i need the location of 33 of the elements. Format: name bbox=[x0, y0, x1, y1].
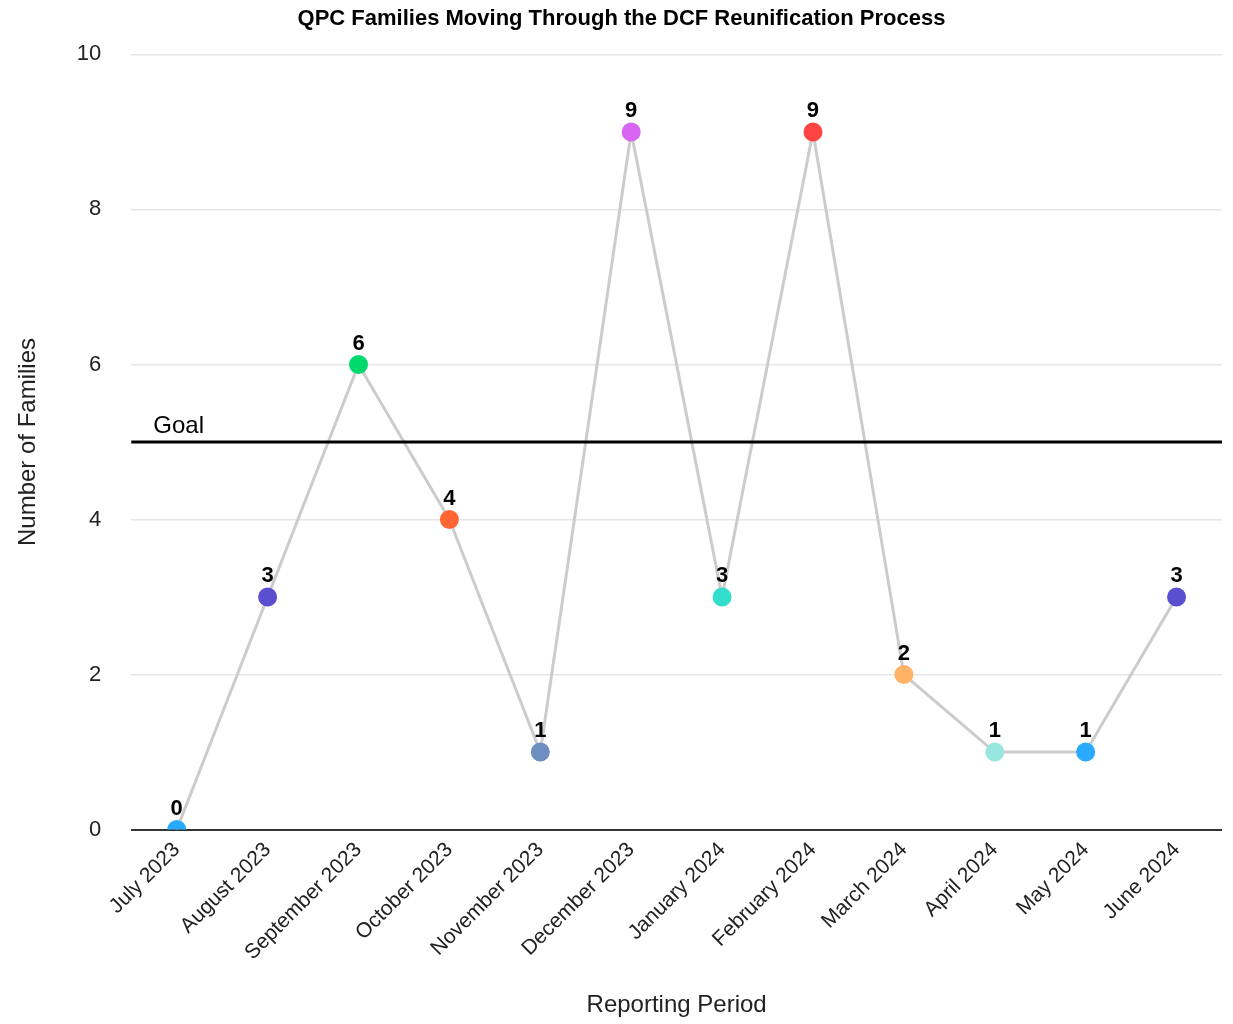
data-label: 3 bbox=[261, 562, 274, 588]
data-label: 3 bbox=[715, 562, 729, 588]
point bbox=[894, 665, 914, 685]
y-tick-label: 0 bbox=[89, 815, 102, 841]
y-axis-title: Number of Families bbox=[13, 337, 41, 547]
data-label: 4 bbox=[443, 484, 457, 510]
data-label: 1 bbox=[534, 717, 547, 743]
point bbox=[349, 354, 369, 374]
point bbox=[985, 742, 1005, 762]
data-label: 1 bbox=[1079, 717, 1092, 743]
point bbox=[530, 742, 550, 762]
data-label: 3 bbox=[1170, 562, 1183, 588]
x-axis-title: Reporting Period bbox=[586, 990, 767, 1018]
point bbox=[621, 122, 641, 142]
data-label: 2 bbox=[897, 639, 910, 665]
y-tick-label: 6 bbox=[89, 350, 102, 376]
data-label: 9 bbox=[625, 96, 638, 122]
y-tick-label: 10 bbox=[76, 40, 102, 66]
ref-line-label: Goal bbox=[153, 410, 204, 438]
point bbox=[439, 510, 459, 530]
point bbox=[712, 587, 732, 607]
y-tick-label: 2 bbox=[89, 660, 102, 686]
data-label: 0 bbox=[170, 794, 183, 820]
data-label: 9 bbox=[806, 96, 820, 122]
data-label: 1 bbox=[988, 717, 1001, 743]
point bbox=[1076, 742, 1096, 762]
point bbox=[258, 587, 278, 607]
chart-title: QPC Families Moving Through the DCF Reunification Process bbox=[297, 5, 946, 31]
y-tick-label: 4 bbox=[89, 505, 102, 531]
y-tick-label: 8 bbox=[89, 195, 102, 221]
point bbox=[803, 122, 823, 142]
data-label: 6 bbox=[352, 329, 365, 355]
point bbox=[1167, 587, 1187, 607]
